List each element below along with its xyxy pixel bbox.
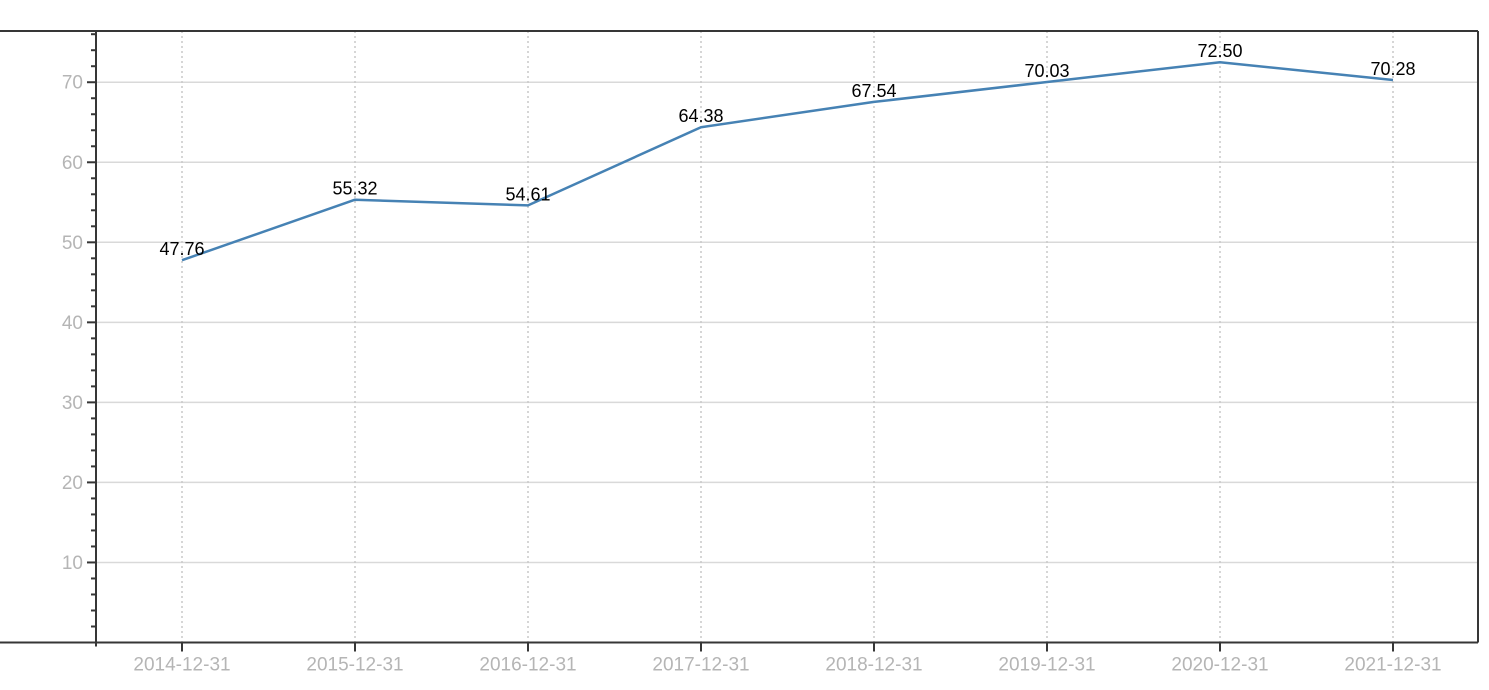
x-tick-label: 2021-12-31 [1344,655,1441,676]
y-tick-label: 50 [62,233,83,254]
data-label: 70.28 [1370,59,1415,79]
data-label: 72.50 [1197,41,1242,61]
y-tick-label: 70 [62,73,83,94]
x-tick-label: 2014-12-31 [133,655,230,676]
data-label: 70.03 [1024,61,1069,81]
x-tick-label: 2020-12-31 [1171,655,1268,676]
y-tick-label: 10 [62,553,83,574]
y-tick-label: 20 [62,473,83,494]
series-line [181,60,1394,262]
data-label: 47.76 [159,239,204,259]
x-tick-label: 2015-12-31 [306,655,403,676]
y-tick-label: 30 [62,393,83,414]
x-tick-label: 2017-12-31 [652,655,749,676]
x-tick-label: 2016-12-31 [479,655,576,676]
x-tick-label: 2018-12-31 [825,655,922,676]
data-label: 67.54 [851,81,896,101]
data-label: 64.38 [678,106,723,126]
x-tick-label: 2019-12-31 [998,655,1095,676]
y-tick-label: 40 [62,313,83,334]
data-label: 54.61 [505,184,550,204]
y-tick-label: 60 [62,153,83,174]
data-label: 55.32 [332,179,377,199]
